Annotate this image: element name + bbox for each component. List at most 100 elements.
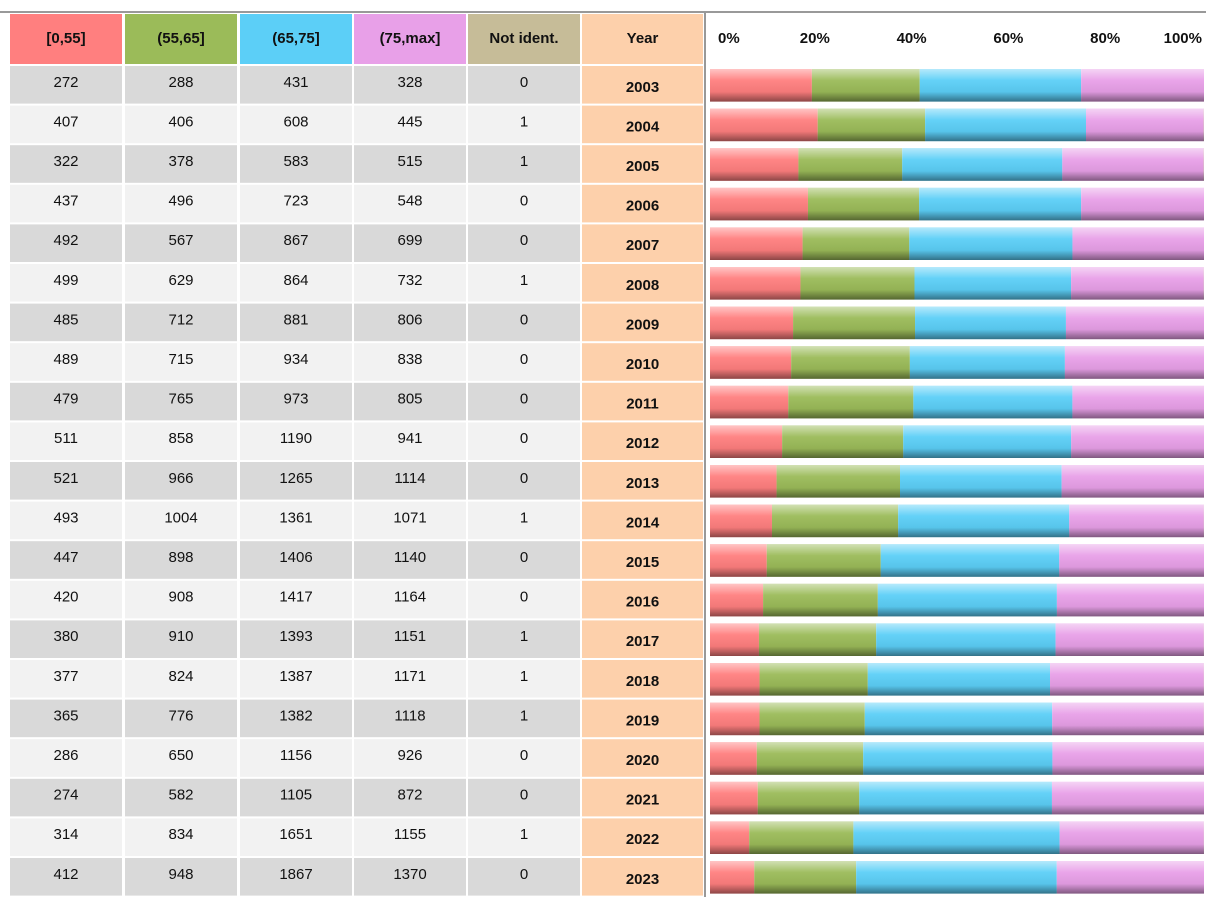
- cell-value: 608: [283, 113, 308, 130]
- cell-value: 286: [53, 747, 78, 764]
- cell: [468, 699, 580, 738]
- cell: [125, 184, 237, 223]
- cell: [354, 264, 466, 302]
- cell-value: 582: [168, 787, 193, 804]
- cell: [354, 382, 466, 421]
- cell: [10, 778, 122, 817]
- header-label: [0,55]: [46, 30, 85, 47]
- header-cell: [354, 14, 466, 64]
- cell: [354, 105, 466, 144]
- cell: [354, 343, 466, 381]
- year-cell: [582, 660, 703, 698]
- cell-value: 0: [520, 470, 528, 487]
- cell: [125, 105, 237, 144]
- cell-value: 1190: [280, 430, 312, 447]
- cell-value: 0: [520, 232, 528, 249]
- cell-value: 1: [520, 628, 528, 645]
- year-label: 2010: [626, 356, 659, 373]
- cell: [10, 858, 122, 896]
- cell: [354, 66, 466, 104]
- cell-value: 485: [53, 311, 78, 328]
- cell: [468, 660, 580, 698]
- year-cell: [582, 303, 703, 342]
- bar-shine: [710, 227, 1204, 260]
- cell: [10, 422, 122, 460]
- cell-value: 406: [168, 113, 193, 130]
- cell: [10, 105, 122, 144]
- cell-value: 948: [168, 866, 193, 883]
- cell: [125, 858, 237, 896]
- cell: [354, 739, 466, 777]
- cell: [125, 541, 237, 579]
- cell-value: 1071: [393, 509, 426, 526]
- cell-value: 0: [520, 549, 528, 566]
- bar-shine: [710, 583, 1204, 617]
- cell: [240, 541, 352, 579]
- cell-value: 1: [520, 272, 528, 289]
- cell-value: 1867: [279, 866, 312, 883]
- cell: [468, 778, 580, 817]
- cell: [468, 858, 580, 896]
- bar-shine: [710, 108, 1204, 142]
- cell-value: 0: [520, 193, 528, 210]
- cell: [10, 620, 122, 658]
- cell-value: 966: [168, 470, 193, 487]
- cell: [354, 462, 466, 500]
- cell-value: 1156: [280, 747, 312, 764]
- cell-value: 1387: [279, 668, 312, 685]
- cell-value: 973: [283, 391, 308, 408]
- year-cell: [582, 66, 703, 104]
- cell-value: 548: [397, 193, 422, 210]
- header-label: (75,max]: [380, 30, 441, 47]
- cell: [125, 620, 237, 658]
- cell: [240, 303, 352, 342]
- header-label: (55,65]: [157, 30, 205, 47]
- cell: [468, 303, 580, 342]
- cell-value: 365: [53, 707, 78, 724]
- bar-shine: [710, 465, 1204, 498]
- cell-value: 650: [168, 747, 193, 764]
- cell: [240, 343, 352, 381]
- cell-value: 926: [397, 747, 422, 764]
- cell: [468, 580, 580, 619]
- year-cell: [582, 184, 703, 223]
- bar-shine: [710, 148, 1204, 181]
- year-cell: [582, 224, 703, 262]
- cell: [240, 184, 352, 223]
- cell: [354, 501, 466, 540]
- cell: [125, 739, 237, 777]
- year-label: 2023: [626, 871, 659, 888]
- cell-value: 715: [168, 351, 193, 368]
- year-cell: [582, 620, 703, 658]
- cell: [240, 66, 352, 104]
- cell-value: 629: [168, 272, 193, 289]
- cell-value: 908: [168, 589, 193, 606]
- cell: [240, 660, 352, 698]
- cell-value: 872: [397, 787, 422, 804]
- cell: [240, 382, 352, 421]
- year-cell: [582, 145, 703, 183]
- cell: [125, 818, 237, 856]
- year-label: 2016: [626, 594, 659, 611]
- cell-value: 378: [168, 153, 193, 170]
- cell-value: 765: [168, 391, 193, 408]
- cell-value: 1105: [280, 787, 312, 804]
- cell-value: 431: [283, 74, 308, 91]
- bar-shine: [710, 702, 1204, 736]
- cell-value: 322: [53, 153, 78, 170]
- cell-value: 881: [283, 311, 308, 328]
- cell-value: 1: [520, 826, 528, 843]
- year-cell: [582, 105, 703, 144]
- cell-value: 898: [168, 549, 193, 566]
- cell: [240, 620, 352, 658]
- cell: [354, 699, 466, 738]
- year-label: 2018: [626, 673, 659, 690]
- cell: [240, 145, 352, 183]
- cell: [10, 224, 122, 262]
- cell: [10, 739, 122, 777]
- bar-shine: [710, 187, 1204, 221]
- cell-value: 712: [168, 311, 193, 328]
- cell: [468, 541, 580, 579]
- cell-value: 437: [53, 193, 78, 210]
